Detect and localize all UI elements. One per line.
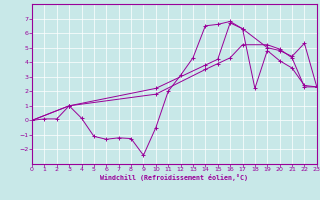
X-axis label: Windchill (Refroidissement éolien,°C): Windchill (Refroidissement éolien,°C) xyxy=(100,174,248,181)
